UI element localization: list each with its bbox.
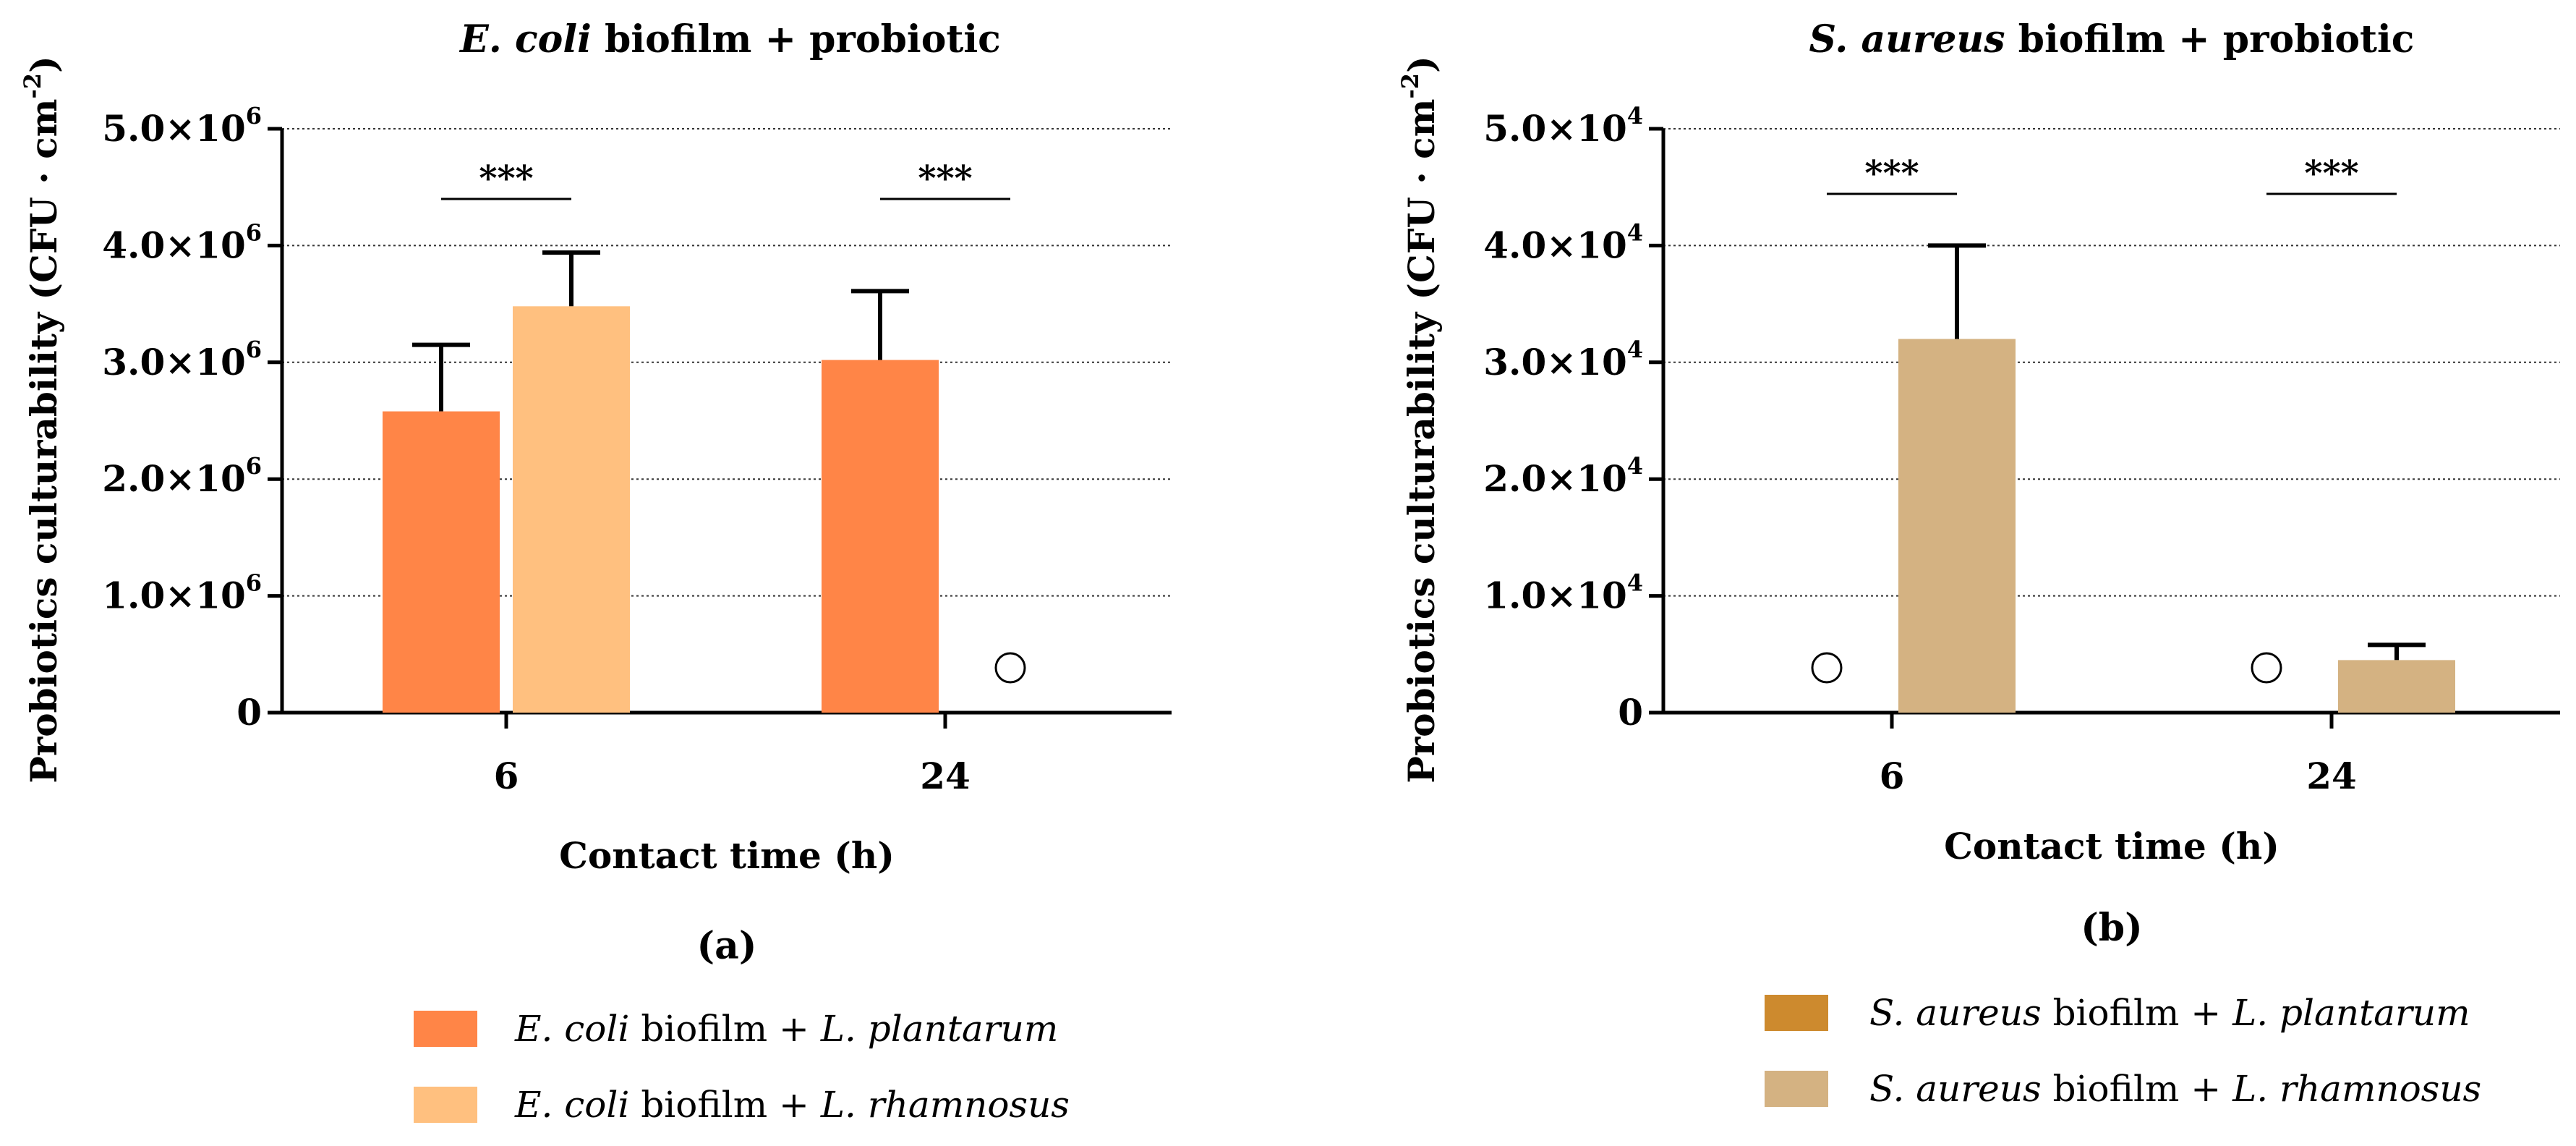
legend-connector: biofilm + — [629, 1084, 820, 1126]
significance-label: *** — [918, 158, 972, 199]
legend-label: E. coli biofilm + L. rhamnosus — [514, 1084, 1070, 1126]
x-tick-label: 24 — [2306, 755, 2357, 797]
y-axis-label-close: ) — [1400, 56, 1443, 73]
no-growth-marker — [2251, 652, 2282, 684]
bar — [822, 360, 939, 713]
y-axis-label-exponent: -2 — [19, 73, 46, 99]
y-tick-exponent: 6 — [246, 452, 262, 480]
chart-title-italic: E. coli — [459, 17, 592, 61]
y-tick-mantissa: 1.0×10 — [1483, 574, 1626, 617]
legend-connector: biofilm + — [2042, 992, 2232, 1034]
legend-probiotic: L. plantarum — [2232, 992, 2470, 1034]
y-tick-exponent: 6 — [246, 569, 262, 597]
y-tick-mantissa: 2.0×10 — [1483, 457, 1626, 500]
y-tick-mantissa: 5.0×10 — [102, 107, 245, 150]
chart-title-rest: biofilm + probiotic — [2005, 17, 2415, 61]
legend-label: E. coli biofilm + L. plantarum — [514, 1008, 1058, 1050]
y-tick-exponent: 4 — [1627, 452, 1643, 480]
legend-probiotic: L. rhamnosus — [2232, 1068, 2481, 1110]
x-axis-label: Contact time (h) — [559, 834, 895, 877]
panel-label: (b) — [2081, 906, 2143, 950]
legend-probiotic: L. rhamnosus — [820, 1084, 1070, 1126]
chart-title-rest: biofilm + probiotic — [592, 17, 1001, 61]
legend-swatch — [414, 1011, 477, 1047]
y-tick-mantissa: 5.0×10 — [1483, 107, 1626, 150]
chart-title: E. coli biofilm + probiotic — [459, 17, 1001, 61]
y-tick-mantissa: 3.0×10 — [1483, 341, 1626, 383]
y-tick-mantissa: 0 — [1618, 691, 1643, 734]
legend-label: S. aureus biofilm + L. rhamnosus — [1869, 1068, 2481, 1110]
legend-swatch — [414, 1087, 477, 1123]
chart-panel-a: E. coli biofilm + probiotic01.0×1062.0×1… — [19, 17, 1172, 1126]
significance-label: *** — [479, 158, 533, 199]
chart-title: S. aureus biofilm + probiotic — [1809, 17, 2415, 61]
y-tick-exponent: 6 — [246, 218, 262, 246]
y-tick-mantissa: 2.0×10 — [102, 457, 245, 500]
no-growth-marker — [1811, 652, 1843, 684]
y-tick-label: 0 — [236, 691, 262, 734]
legend-swatch — [1765, 995, 1828, 1031]
panel-label: (a) — [697, 924, 757, 968]
legend-probiotic: L. plantarum — [820, 1008, 1058, 1050]
y-tick-label: 4.0×106 — [102, 218, 262, 266]
legend-connector: biofilm + — [2042, 1068, 2232, 1110]
bar — [1898, 339, 2016, 713]
significance-label: *** — [1864, 153, 1919, 194]
y-axis-label-text: Probiotics culturability (CFU · cm — [1400, 98, 1443, 783]
legend-organism: E. coli — [514, 1084, 629, 1126]
y-tick-label: 0 — [1618, 691, 1643, 734]
x-tick-label: 6 — [494, 755, 519, 797]
legend-organism: S. aureus — [1869, 992, 2042, 1034]
chart-panel-b: S. aureus biofilm + probiotic01.0×1042.0… — [1396, 17, 2560, 1110]
y-axis-label-close: ) — [22, 56, 65, 73]
x-axis-label: Contact time (h) — [1944, 825, 2279, 867]
bar — [383, 411, 500, 713]
y-tick-label: 2.0×104 — [1483, 452, 1643, 500]
bar — [513, 306, 630, 713]
y-tick-label: 4.0×104 — [1483, 218, 1643, 266]
x-tick-label: 6 — [1880, 755, 1905, 797]
chart-title-italic: S. aureus — [1809, 17, 2005, 61]
y-axis-label: Probiotics culturability (CFU · cm-2) — [1396, 56, 1443, 784]
y-axis-label-text: Probiotics culturability (CFU · cm — [22, 98, 65, 783]
legend-connector: biofilm + — [629, 1008, 820, 1050]
y-tick-label: 5.0×104 — [1483, 102, 1643, 150]
y-tick-label: 3.0×106 — [102, 336, 262, 383]
y-tick-exponent: 4 — [1627, 218, 1643, 246]
legend-organism: S. aureus — [1869, 1068, 2042, 1110]
y-tick-exponent: 4 — [1627, 336, 1643, 363]
y-tick-mantissa: 1.0×10 — [102, 574, 245, 617]
y-tick-exponent: 4 — [1627, 569, 1643, 597]
y-tick-exponent: 6 — [246, 336, 262, 363]
no-growth-marker — [994, 652, 1026, 684]
y-axis-label-exponent: -2 — [1396, 73, 1424, 99]
legend-organism: E. coli — [514, 1008, 629, 1050]
significance-label: *** — [2304, 153, 2358, 194]
y-tick-label: 5.0×106 — [102, 102, 262, 150]
x-tick-label: 24 — [920, 755, 971, 797]
y-tick-label: 1.0×104 — [1483, 569, 1643, 617]
y-tick-mantissa: 4.0×10 — [102, 224, 245, 266]
y-tick-label: 2.0×106 — [102, 452, 262, 500]
y-tick-label: 1.0×106 — [102, 569, 262, 617]
legend-swatch — [1765, 1071, 1828, 1107]
y-tick-mantissa: 3.0×10 — [102, 341, 245, 383]
bar — [2338, 660, 2455, 713]
y-tick-label: 3.0×104 — [1483, 336, 1643, 383]
y-tick-mantissa: 0 — [236, 691, 262, 734]
y-axis-label: Probiotics culturability (CFU · cm-2) — [19, 56, 65, 784]
y-tick-exponent: 4 — [1627, 102, 1643, 130]
legend-label: S. aureus biofilm + L. plantarum — [1869, 992, 2470, 1034]
y-tick-exponent: 6 — [246, 102, 262, 130]
y-tick-mantissa: 4.0×10 — [1483, 224, 1626, 266]
